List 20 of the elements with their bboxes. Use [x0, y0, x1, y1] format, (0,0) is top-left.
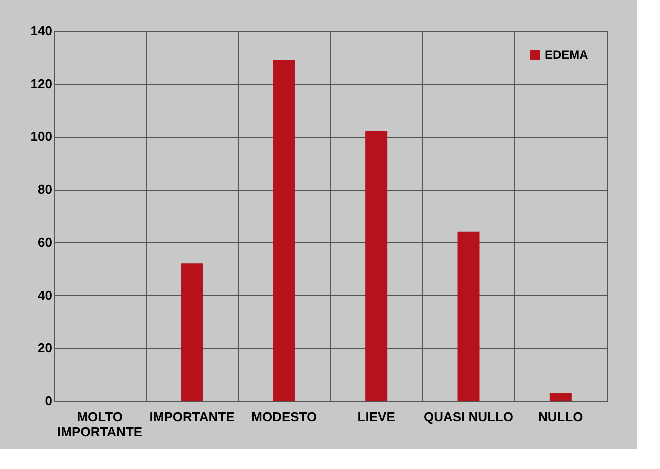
x-tick-label: LIEVE — [358, 410, 396, 424]
x-tick-label: MOLTO IMPORTANTE — [58, 410, 143, 440]
y-tick-label: 140 — [30, 24, 52, 38]
x-tick-label: MODESTO — [252, 410, 318, 424]
y-tick-label: 100 — [30, 129, 52, 144]
y-tick-label: 20 — [38, 340, 52, 356]
bar — [458, 232, 480, 401]
y-tick-label: 120 — [30, 76, 52, 92]
y-tick-label: 80 — [38, 182, 52, 198]
legend-label: EDEMA — [545, 48, 589, 62]
bar — [273, 60, 296, 401]
x-tick-label: NULLO — [538, 410, 584, 424]
bar — [550, 393, 572, 401]
x-tick-label: IMPORTANTE — [150, 410, 236, 424]
y-tick-label: 0 — [45, 394, 52, 408]
y-tick-label: 60 — [38, 234, 52, 250]
x-tick-label: QUASI NULLO — [424, 410, 514, 424]
bar — [366, 131, 388, 401]
bar — [181, 264, 204, 401]
y-tick-label: 40 — [38, 288, 52, 303]
